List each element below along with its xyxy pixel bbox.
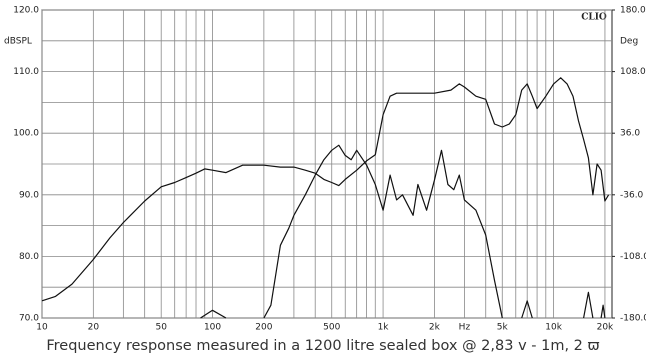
y-tick-label: 120.0 (13, 6, 39, 16)
caption: Frequency response measured in a 1200 li… (46, 338, 599, 354)
y2-tick-label: 36.0 (620, 129, 640, 139)
y-tick-label: 90.0 (19, 190, 39, 200)
y-tick-label: 100.0 (13, 129, 39, 139)
y2-axis-label: Deg (620, 37, 638, 47)
x-tick-label: 100 (204, 323, 221, 333)
y-axis-label: dBSPL (4, 37, 32, 47)
brand: CLIO (581, 13, 607, 23)
x-tick-label: 20 (88, 323, 100, 333)
y-tick-label: 110.0 (13, 67, 39, 77)
x-axis-label: Hz (459, 323, 471, 333)
x-tick-label: 2k (429, 323, 441, 333)
x-tick-label: 500 (323, 323, 340, 333)
y2-tick-label: -108.0 (620, 252, 646, 262)
y-tick-label: 70.0 (19, 314, 39, 324)
x-tick-label: 1k (378, 323, 390, 333)
x-tick-label: 200 (255, 323, 272, 333)
y2-tick-label: 180.0 (620, 6, 646, 16)
line-series (41, 77, 610, 302)
x-tick-label: 20k (597, 323, 614, 333)
x-tick-label: 10 (36, 323, 48, 333)
y2-tick-label: -36.0 (620, 190, 644, 200)
x-tick-label: 5k (497, 323, 509, 333)
y2-tick-label: 108.0 (620, 67, 646, 77)
y-tick-label: 80.0 (19, 252, 39, 262)
x-tick-label: 50 (155, 323, 167, 333)
x-tick-label: 10k (545, 323, 562, 333)
y2-tick-label: -180.0 (620, 314, 646, 324)
line-series (200, 144, 606, 319)
